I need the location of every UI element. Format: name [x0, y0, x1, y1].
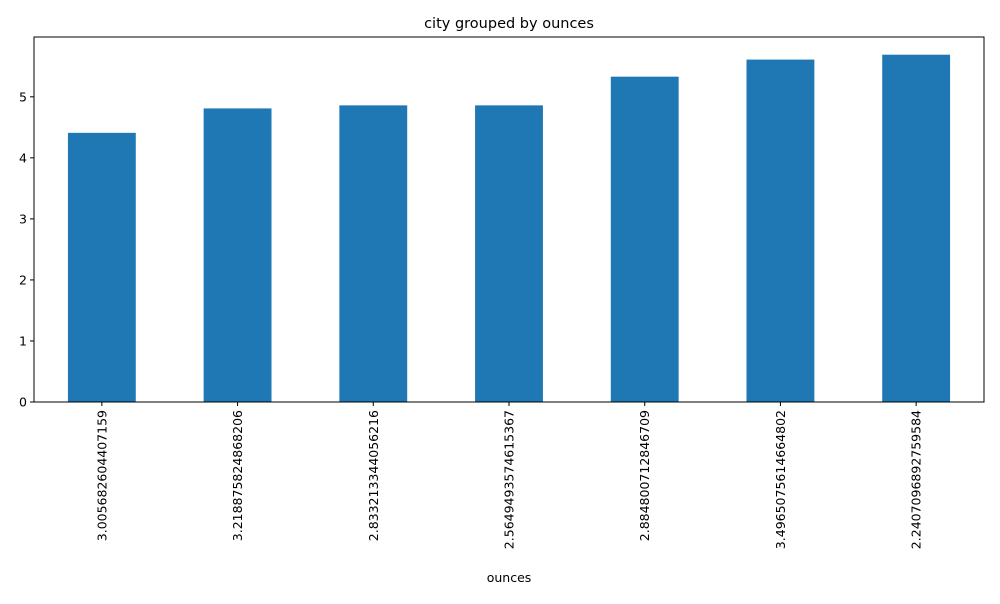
x-tick-label-4: 2.884800712846709	[637, 410, 652, 541]
bar-5	[746, 59, 815, 402]
x-axis: 3.005682604407159 3.218875824868206 2.8332…	[94, 402, 924, 549]
y-tick-label-0: 0	[19, 395, 27, 410]
bar-6	[882, 54, 951, 402]
y-tick-label-2: 2	[19, 272, 27, 287]
x-tick-label-6: 2.2407096892759584	[909, 410, 924, 549]
bar-1	[203, 108, 272, 403]
bar-0	[67, 132, 136, 402]
x-tick-label-2: 2.833213344056216	[366, 410, 381, 541]
bar-4	[610, 76, 679, 402]
x-tick-label-1: 3.218875824868206	[230, 410, 245, 541]
y-tick-label-5: 5	[19, 89, 27, 104]
y-tick-label-4: 4	[19, 150, 27, 165]
x-tick-label-5: 3.4965075614664802	[773, 410, 788, 549]
plot-frame	[33, 36, 985, 403]
y-tick-label-1: 1	[19, 333, 27, 348]
bar-2	[339, 105, 408, 402]
x-tick-label-3: 2.5649493574615367	[502, 410, 517, 549]
y-axis: 0 1 2 3 4 5	[19, 89, 34, 410]
y-tick-label-3: 3	[19, 211, 27, 226]
x-axis-label: ounces	[487, 570, 532, 585]
bar-3	[475, 105, 543, 402]
bars-group	[67, 54, 951, 403]
x-tick-label-0: 3.005682604407159	[94, 410, 109, 541]
chart-title: city grouped by ounces	[424, 16, 594, 32]
